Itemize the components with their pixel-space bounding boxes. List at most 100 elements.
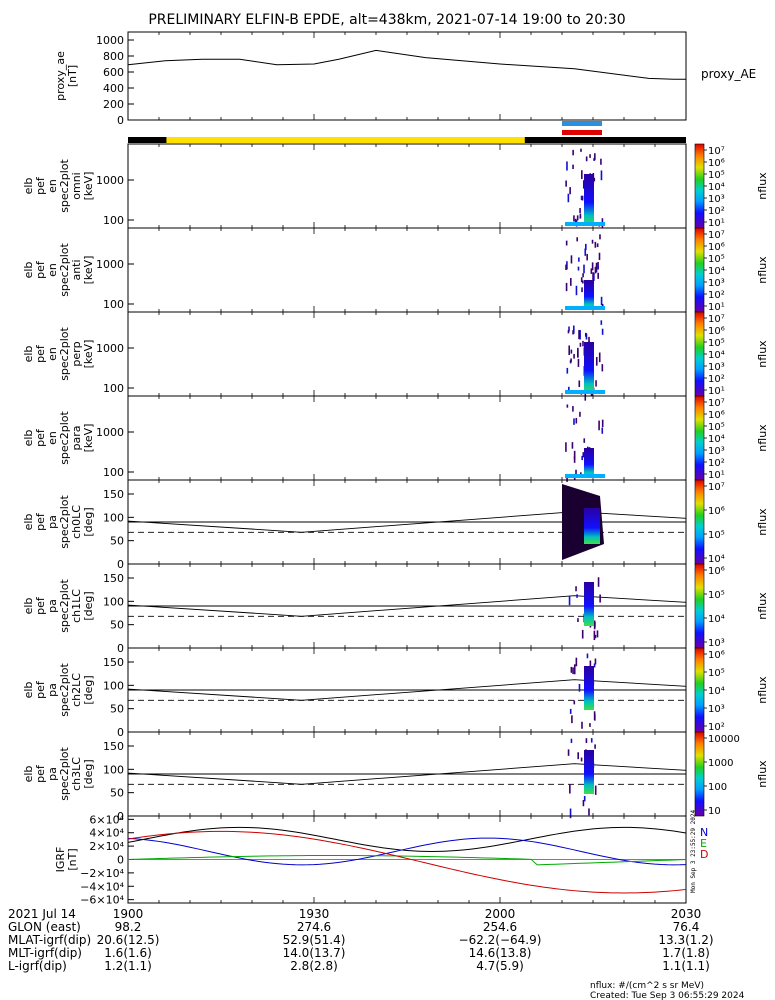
y-axis-label-line: pa (46, 515, 59, 529)
y-tick-label: 2×10⁴ (89, 840, 124, 853)
y-axis-label-line: spec2plot (58, 663, 71, 717)
spectrogram-cell (593, 711, 596, 720)
colorbar-tick-label: 10⁷ (708, 482, 725, 493)
y-tick-label: 4×10⁴ (89, 827, 124, 840)
y-tick-label: 50 (110, 787, 124, 800)
spectrogram-cell (575, 285, 578, 296)
colorbar-tick-label: 10⁵ (708, 530, 725, 541)
colorbar-tick-label: 10⁶ (708, 566, 725, 577)
spectrogram-cell (581, 455, 583, 461)
spectrogram-cell (599, 594, 601, 603)
spectrogram-cell (595, 380, 597, 387)
spectrogram-cell (594, 621, 596, 628)
y-axis-label-line: elb (22, 178, 35, 195)
spectrogram-cell (573, 215, 575, 222)
igrf-e-line (127, 854, 687, 866)
x-axis-table: 2021 Jul 14 1900 1930 2000 2030 GLON (east) 98… (8, 907, 714, 973)
x-axis-value: −62.2(−64.9) (459, 933, 542, 947)
spectrogram-base (565, 222, 605, 226)
colorbar-tick-label: 10⁵ (708, 668, 725, 679)
spectrogram-cell (594, 153, 596, 161)
spectrogram-cell (580, 277, 583, 283)
x-axis-row-label: 2021 Jul 14 (8, 907, 76, 921)
y-axis-label-line: pef (34, 596, 47, 615)
spectrogram-cell (566, 161, 568, 171)
spectrogram-cell (579, 411, 581, 417)
status-bar-yellow (166, 137, 525, 143)
y-tick-label: 200 (103, 98, 124, 111)
x-axis-value: 2.8(2.8) (290, 959, 338, 973)
y-axis-label-line: elb (22, 262, 35, 279)
spectrogram-core (584, 174, 594, 226)
spectrogram-cell (567, 193, 570, 203)
legend-igrf: N (700, 826, 708, 839)
igrf-n-line (127, 837, 687, 866)
x-axis-value: 2030 (671, 907, 702, 921)
spectrogram-cell (571, 715, 573, 724)
spectrogram-cell (593, 630, 596, 641)
spectrogram-base (565, 474, 605, 478)
spectrogram-cell (581, 629, 584, 639)
spectrogram-cell (581, 195, 584, 201)
spectrogram-cell (565, 442, 567, 452)
spectrogram-cell (590, 738, 593, 743)
y-tick-label: 1000 (96, 426, 124, 439)
colorbar-tick-label: 10⁶ (708, 242, 725, 253)
status-bars (128, 121, 686, 143)
y-tick-label: 100 (103, 466, 124, 479)
y-tick-label: 1000 (96, 258, 124, 271)
spectrogram-cell (575, 657, 578, 667)
x-axis-value: 14.6(13.8) (469, 946, 532, 960)
spectrogram-cell (569, 187, 571, 195)
spectrogram-cell (588, 808, 590, 816)
spectrogram-cell (580, 757, 583, 762)
spectrogram-cell (593, 272, 595, 281)
y-axis-label-line: pef (34, 680, 47, 699)
y-tick-label: 150 (103, 656, 124, 669)
colorbar-label: nflux (756, 256, 769, 284)
panel-frame (127, 143, 687, 229)
spectrogram-cell (572, 667, 574, 675)
legend-igrf: D (700, 848, 708, 861)
y-axis-label-line: proxy_ae (54, 51, 67, 101)
spectrogram-cell (569, 808, 572, 819)
x-axis-value: 20.6(12.5) (97, 933, 160, 947)
y-tick-label: 0 (117, 642, 124, 655)
spectrogram-cell (598, 252, 601, 261)
spectrogram-cell (573, 353, 575, 359)
colorbar-tick-label: 10⁴ (708, 266, 725, 277)
colorbar-tick-label: 1000 (708, 758, 733, 769)
spectrogram-cell (578, 257, 580, 262)
spectrogram-cell (601, 419, 604, 428)
spectrogram-cell (594, 658, 597, 665)
colorbar-tick-label: 10⁴ (708, 554, 725, 565)
colorbar-tick-label: 10⁴ (708, 686, 725, 697)
spectrogram-cell (574, 218, 577, 223)
spectrogram-base (565, 390, 605, 394)
spectrogram-cell (573, 664, 576, 675)
y-tick-label: −4×10⁴ (80, 880, 124, 893)
x-axis-value: 1.1(1.1) (662, 959, 710, 973)
colorbar-tick-label: 10¹ (708, 386, 725, 397)
spectrogram-cell (584, 332, 587, 337)
spectrogram-cell (577, 752, 579, 760)
spectrogram-cell (593, 663, 596, 668)
y-axis-label-line: elb (22, 430, 35, 447)
y-tick-label: 100 (103, 763, 124, 776)
y-axis-label-line: pa (46, 599, 59, 613)
colorbar-bar (694, 731, 705, 817)
spectrogram-cell (581, 287, 583, 293)
spectrogram-cell (601, 427, 604, 434)
y-axis-label-line: ch1LC (70, 589, 83, 623)
spectrogram-cell (589, 154, 591, 158)
y-axis-label-line: para (70, 426, 83, 451)
colorbar-bar (694, 227, 705, 313)
pa-core (584, 508, 600, 544)
y-axis-label-line: spec2plot (58, 243, 71, 297)
panel-frame (127, 311, 687, 397)
spectrogram-cell (575, 417, 578, 424)
spectrogram-cell (572, 149, 574, 156)
y-axis-label-line: elb (22, 682, 35, 699)
spectrogram-cell (566, 404, 569, 408)
x-axis-value: 1.2(1.1) (104, 959, 152, 973)
